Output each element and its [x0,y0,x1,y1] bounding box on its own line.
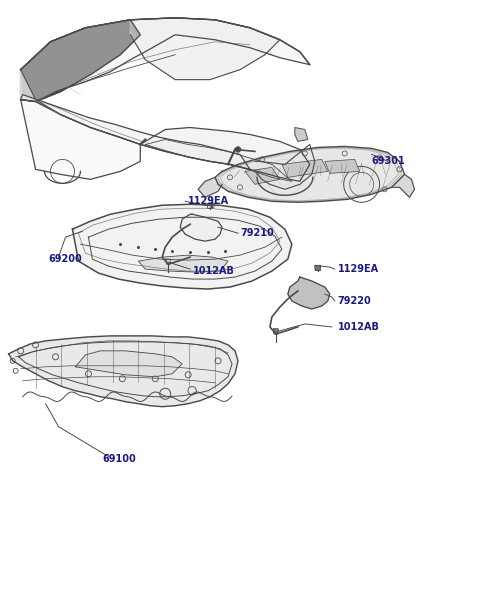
Polygon shape [295,128,308,141]
Text: 1129EA: 1129EA [338,264,379,274]
Text: 1012AB: 1012AB [338,322,380,332]
Polygon shape [210,203,215,207]
Polygon shape [21,20,140,102]
Polygon shape [282,159,328,177]
Text: 69200: 69200 [48,254,82,264]
Polygon shape [207,204,213,208]
Polygon shape [21,69,140,179]
Polygon shape [288,277,330,309]
Polygon shape [166,259,170,264]
Polygon shape [140,128,310,181]
Polygon shape [75,351,182,377]
Polygon shape [245,167,280,184]
Polygon shape [325,159,360,173]
Polygon shape [180,214,222,241]
Polygon shape [215,146,405,202]
Circle shape [236,147,240,152]
Polygon shape [198,177,222,197]
Text: 69301: 69301 [372,156,406,167]
Polygon shape [315,265,321,270]
Text: 79220: 79220 [338,296,372,306]
Polygon shape [21,18,310,102]
Polygon shape [21,95,250,170]
Polygon shape [130,18,280,80]
Text: 69100: 69100 [102,453,136,464]
Text: 1012AB: 1012AB [193,266,235,276]
Polygon shape [9,336,238,407]
Text: 79210: 79210 [240,228,274,238]
Polygon shape [274,329,278,334]
Text: 1129EA: 1129EA [188,196,229,206]
Polygon shape [392,174,415,197]
Polygon shape [138,255,228,272]
Polygon shape [72,204,292,289]
Polygon shape [145,140,292,181]
